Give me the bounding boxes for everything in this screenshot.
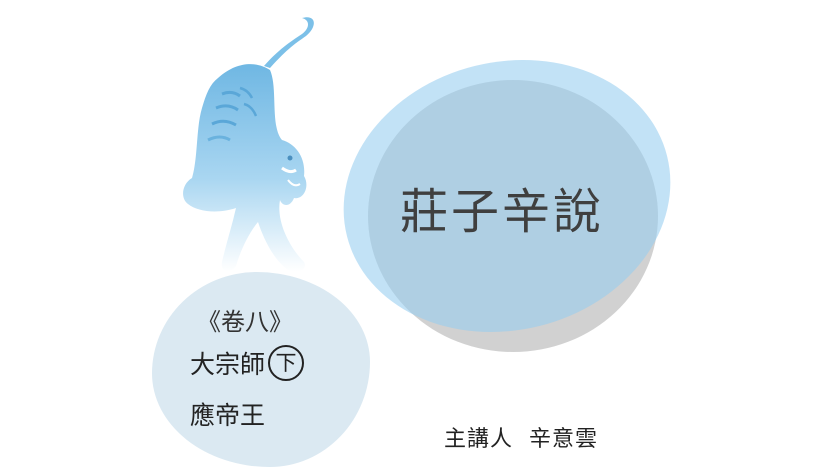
tiger-illustration <box>183 17 314 272</box>
chapter-first-title: 大宗師 <box>190 350 266 379</box>
lecturer-label: 主講人 <box>444 427 514 452</box>
lecturer-credit: 主講人 辛意雲 <box>444 421 598 453</box>
decorative-blob <box>152 272 370 467</box>
part-marker-badge: 下 <box>268 345 305 381</box>
volume-label: 《卷八》 <box>197 308 293 336</box>
book-title: 莊子辛說 <box>400 184 605 240</box>
chapter-first: 大宗師 下 <box>190 345 305 381</box>
chapter-second-title: 應帝王 <box>190 401 266 430</box>
lecturer-name: 辛意雲 <box>529 427 599 452</box>
